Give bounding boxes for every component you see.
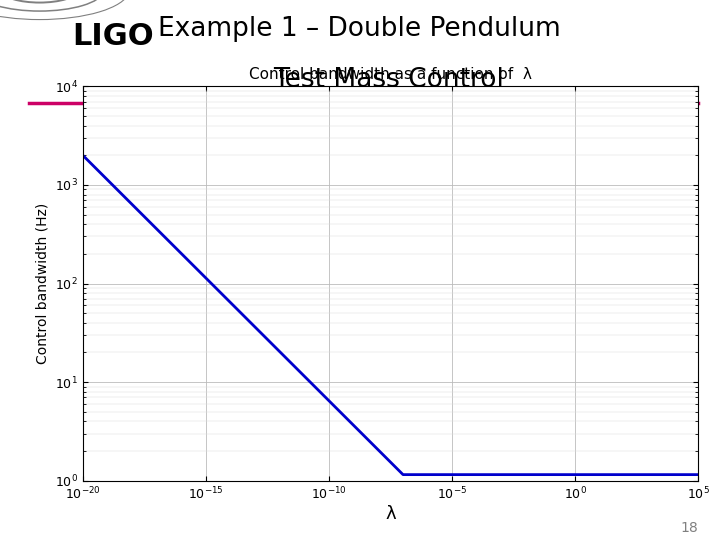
Text: 18: 18 (680, 521, 698, 535)
X-axis label: λ: λ (385, 505, 396, 523)
Text: Example 1 – Double Pendulum: Example 1 – Double Pendulum (158, 16, 561, 42)
Y-axis label: Control bandwidth (Hz): Control bandwidth (Hz) (35, 203, 50, 364)
Text: LIGO: LIGO (72, 22, 153, 51)
Text: Test Mass Control: Test Mass Control (274, 67, 505, 93)
Title: Control bandwidth as a function of  λ: Control bandwidth as a function of λ (249, 68, 532, 83)
